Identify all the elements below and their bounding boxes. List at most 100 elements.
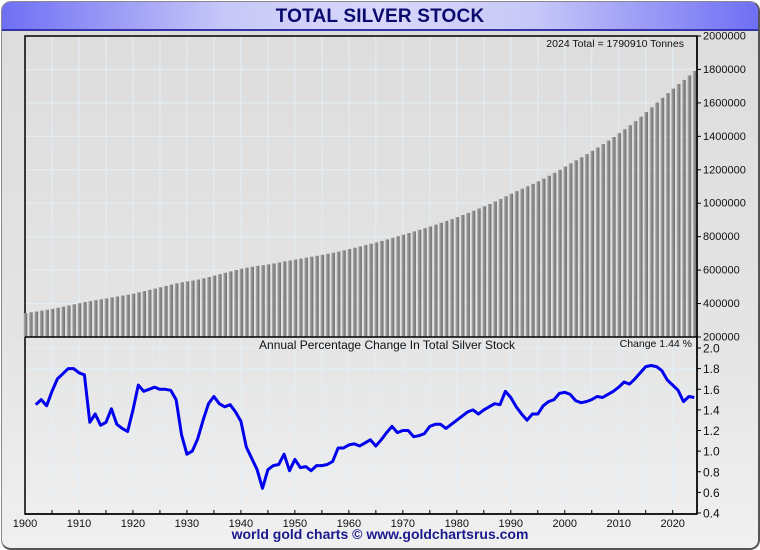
bar-1998 — [552, 172, 557, 337]
y-tick-label-bottom: 2.0 — [703, 342, 720, 356]
bottom-grid — [25, 337, 697, 514]
bar-1938 — [228, 271, 233, 337]
y-tick-label-top: 600000 — [703, 265, 740, 277]
bar-1905 — [50, 308, 55, 337]
bar-1985 — [482, 206, 487, 337]
x-tick-label: 1970 — [391, 518, 415, 530]
y-tick-label-top: 1600000 — [703, 97, 746, 109]
bar-1964 — [369, 243, 373, 337]
bar-1978 — [444, 220, 449, 337]
bar-2002 — [574, 160, 578, 337]
bar-1939 — [234, 270, 238, 337]
y-tick-label-bottom: 0.4 — [703, 507, 720, 521]
bar-1927 — [169, 284, 174, 337]
bar-2010 — [617, 133, 622, 337]
bar-1924 — [153, 288, 157, 337]
bar-1901 — [29, 312, 33, 337]
bar-1984 — [477, 208, 481, 337]
stock-bars — [23, 70, 697, 338]
bar-1969 — [396, 236, 400, 337]
bar-1952 — [304, 257, 308, 337]
bar-1960 — [347, 249, 352, 337]
bar-1970 — [401, 234, 406, 337]
bar-1926 — [164, 285, 168, 337]
chart-title: TOTAL SILVER STOCK — [275, 6, 485, 27]
bar-2015 — [644, 112, 649, 337]
change-annotation: Change 1.44 % — [620, 338, 692, 350]
bar-1957 — [331, 252, 335, 337]
bar-1954 — [315, 255, 319, 337]
y-tick-label-bottom: 1.6 — [703, 383, 720, 397]
bar-1943 — [255, 265, 260, 337]
x-tick-label: 1910 — [67, 518, 91, 530]
bar-2016 — [649, 107, 654, 337]
bar-2013 — [633, 121, 638, 337]
y-tick-label-top: 1400000 — [703, 131, 746, 143]
bar-1951 — [298, 258, 303, 337]
bar-1934 — [207, 276, 211, 337]
bar-1992 — [520, 188, 524, 337]
bar-1993 — [525, 186, 530, 337]
bar-2022 — [682, 79, 686, 337]
bar-1990 — [509, 193, 514, 337]
x-tick-label: 1960 — [337, 518, 361, 530]
y-tick-label-bottom: 1.8 — [703, 362, 720, 376]
bar-1915 — [104, 298, 109, 337]
bar-2020 — [671, 88, 676, 337]
bar-1914 — [99, 299, 103, 337]
bar-1916 — [110, 297, 114, 337]
bar-2009 — [612, 136, 616, 337]
bar-1981 — [460, 215, 465, 337]
y-tick-label-bottom: 0.8 — [703, 465, 720, 479]
bar-1917 — [115, 296, 120, 337]
bottom-chart-title: Annual Percentage Change In Total Silver… — [259, 338, 516, 352]
y-tick-label-top: 1000000 — [703, 198, 746, 210]
bar-1910 — [77, 303, 82, 337]
bar-1945 — [266, 264, 271, 337]
bar-1930 — [185, 281, 190, 337]
bar-1909 — [72, 304, 76, 337]
bar-1989 — [504, 196, 508, 337]
x-tick-label: 2010 — [606, 518, 630, 530]
bar-2021 — [676, 84, 681, 337]
bar-1973 — [417, 229, 422, 337]
bar-1919 — [126, 294, 130, 337]
bar-1996 — [541, 178, 546, 337]
bar-1946 — [271, 263, 276, 337]
x-tick-label: 1980 — [445, 518, 469, 530]
bar-1999 — [558, 169, 562, 337]
bar-2008 — [606, 140, 611, 337]
bar-1967 — [385, 239, 389, 337]
total-annotation: 2024 Total = 1790910 Tonnes — [546, 38, 684, 50]
footer-credit: world gold charts © www.goldchartsrus.co… — [231, 526, 529, 542]
bar-1922 — [142, 291, 147, 337]
y-tick-label-bottom: 1.2 — [703, 424, 720, 438]
bar-1975 — [428, 226, 433, 337]
bar-1925 — [158, 287, 163, 337]
bar-2018 — [660, 97, 665, 338]
y-tick-label-top: 1800000 — [703, 64, 746, 76]
bar-1968 — [390, 237, 395, 337]
bar-1972 — [412, 231, 416, 337]
bar-1933 — [201, 278, 206, 337]
bar-2003 — [579, 157, 584, 337]
x-tick-label: 1940 — [229, 518, 253, 530]
bar-1900 — [23, 313, 28, 337]
bar-1942 — [250, 266, 254, 337]
bar-1994 — [531, 183, 535, 337]
bar-1935 — [212, 275, 217, 337]
bar-1940 — [239, 268, 244, 337]
bar-2001 — [568, 163, 573, 337]
bar-1937 — [223, 272, 228, 337]
bar-2019 — [666, 93, 670, 337]
bar-1979 — [450, 219, 454, 337]
bar-1962 — [358, 246, 362, 337]
bar-1931 — [191, 280, 195, 337]
bar-1941 — [245, 267, 249, 337]
bar-2017 — [655, 102, 659, 337]
bar-1950 — [293, 259, 298, 337]
bar-1987 — [493, 201, 497, 337]
bar-2005 — [590, 150, 595, 337]
x-tick-label: 1920 — [121, 518, 145, 530]
bar-1986 — [487, 203, 492, 337]
